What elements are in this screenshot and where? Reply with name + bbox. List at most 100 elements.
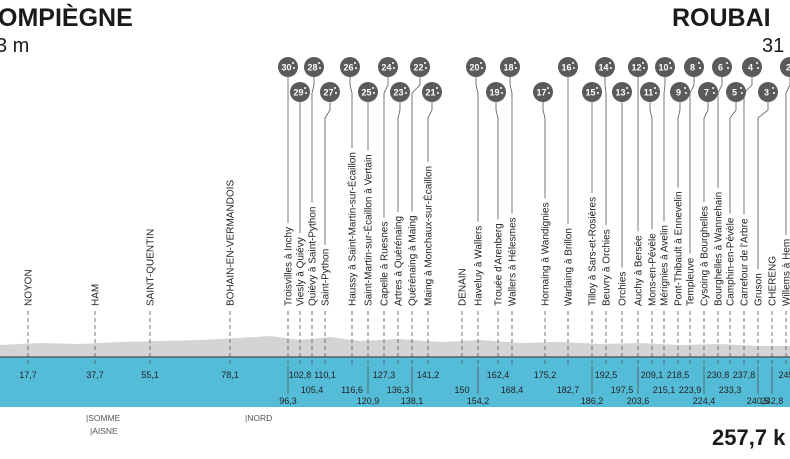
place-name: Mérignies à Avelin [660, 225, 671, 306]
sector-leader [412, 77, 420, 211]
place-name: Camphin-en-Pévèle [726, 217, 737, 306]
km-label: 197,5 [611, 385, 634, 395]
sector-number: 27 [323, 87, 333, 97]
sector-number: 9 [676, 87, 681, 97]
sector-star [741, 92, 743, 94]
sector-number: 16 [561, 62, 571, 72]
km-label: 223,9 [679, 385, 702, 395]
sector-leader [496, 102, 498, 219]
sector-star [597, 92, 599, 94]
place-name: Maing à Monchaux-sur-Écaillon [422, 166, 435, 306]
km-label: 150 [454, 385, 469, 395]
sector-leader [786, 77, 790, 235]
sector-star [756, 62, 758, 64]
km-label: 192,5 [595, 370, 618, 380]
sector-star [373, 92, 375, 94]
sector-number: 13 [615, 87, 625, 97]
sector-leader [704, 102, 708, 202]
sector-star [481, 67, 483, 69]
sector-leader [678, 102, 680, 187]
km-label: 182,7 [557, 385, 580, 395]
sector-number: 2 [786, 62, 790, 72]
sector-star [355, 67, 357, 69]
km-label: 230,8 [707, 370, 730, 380]
place-name: Beuvry à Orchies [602, 229, 613, 306]
place-name: SAINT-QUENTIN [146, 229, 157, 306]
place-name: Haussy à Saint-Martin-sur-Écaillon [346, 152, 359, 306]
sector-star [726, 62, 728, 64]
place-name: Artres à Quérénaing [394, 216, 405, 306]
sector-star [626, 87, 628, 89]
sector-star [480, 62, 482, 64]
km-label: 209,1 [641, 370, 664, 380]
sector-leader [758, 102, 768, 269]
sector-number: 15 [585, 87, 595, 97]
sector-star [572, 62, 574, 64]
sector-number: 21 [425, 87, 435, 97]
region-label: |AISNE [90, 426, 118, 436]
km-label: 17,7 [19, 370, 37, 380]
sector-star [436, 87, 438, 89]
km-label: 138,1 [401, 396, 424, 406]
sector-star [684, 87, 686, 89]
sector-number: 19 [489, 87, 499, 97]
sector-number: 22 [413, 62, 423, 72]
place-name: Templeuve [686, 257, 697, 306]
place-name: Mons-en-Pévèle [648, 233, 659, 306]
place-name: Tilloy à Sars-et-Rosières [588, 197, 599, 306]
km-label: 136,3 [387, 385, 410, 395]
sector-star [654, 87, 656, 89]
elevation-area [0, 336, 790, 358]
sector-number: 14 [598, 62, 608, 72]
sector-star [515, 67, 517, 69]
sector-leader [510, 77, 512, 213]
start-altitude: 3 m [0, 35, 29, 57]
place-name: Quérénaing à Maing [408, 215, 419, 306]
sector-star [740, 87, 742, 89]
total-distance: 257,7 k [712, 425, 786, 450]
sector-star [669, 62, 671, 64]
sector-star [727, 67, 729, 69]
km-label: 162,4 [487, 370, 510, 380]
km-label: 242,8 [761, 396, 784, 406]
km-label: 102,8 [289, 370, 312, 380]
sector-star [712, 87, 714, 89]
km-label: 120,9 [357, 396, 380, 406]
place-name: Saint-Martin-sur-Écaillon à Vertain [362, 154, 375, 306]
place-name: Auchy à Bersée [634, 235, 645, 306]
sector-number: 8 [690, 62, 695, 72]
km-label: 37,7 [86, 370, 104, 380]
finish-altitude: 31 [762, 35, 784, 57]
place-name: Trouée d'Arenberg [494, 223, 505, 306]
sector-leader [350, 77, 352, 148]
sector-star [335, 92, 337, 94]
sector-star [548, 92, 550, 94]
sector-star [655, 92, 657, 94]
sector-star [514, 62, 516, 64]
sector-number: 4 [748, 62, 753, 72]
km-label: 127,3 [373, 370, 396, 380]
km-label: 141,2 [417, 370, 440, 380]
sector-number: 29 [293, 87, 303, 97]
km-label: 175,2 [534, 370, 557, 380]
sector-star [319, 67, 321, 69]
sector-star [699, 67, 701, 69]
sector-star [318, 62, 320, 64]
sector-number: 3 [764, 87, 769, 97]
sector-star [596, 87, 598, 89]
place-name: BOHAIN-EN-VERMANDOIS [226, 180, 237, 306]
sector-star [437, 92, 439, 94]
sector-star [424, 62, 426, 64]
sector-star [372, 87, 374, 89]
region-label: |SOMME [86, 413, 121, 423]
place-name: Pont-Thibault à Ennevelin [674, 191, 685, 306]
km-label: 116,6 [341, 385, 363, 395]
sector-star [642, 62, 644, 64]
sector-star [293, 67, 295, 69]
place-name: Willems à Hem [782, 239, 790, 306]
sector-leader [730, 102, 736, 214]
sector-leader [744, 77, 752, 215]
sector-leader [325, 102, 330, 245]
km-label: 110,1 [314, 370, 336, 380]
sector-number: 6 [718, 62, 723, 72]
